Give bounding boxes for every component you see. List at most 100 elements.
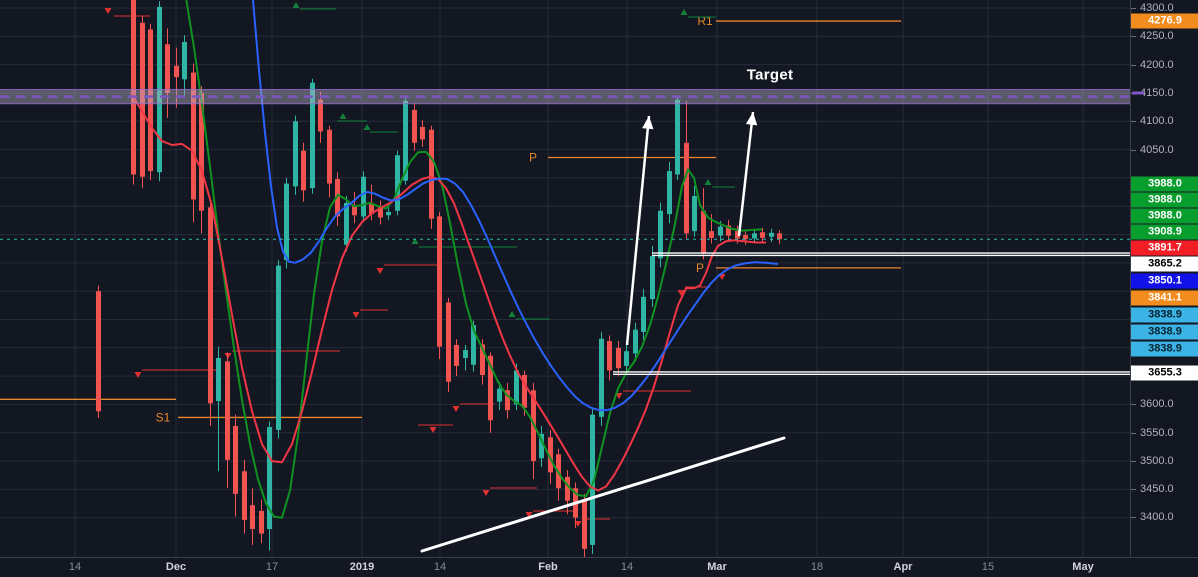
candle-down <box>165 28 170 118</box>
target-zone-axis-tick <box>1132 91 1144 95</box>
candle-down <box>335 172 340 227</box>
candle-down <box>352 192 357 224</box>
price-badge: 3988.0 <box>1131 208 1198 224</box>
candle-down <box>701 188 706 260</box>
pivot-label: R1 <box>697 14 713 28</box>
time-tick-label: 15 <box>981 561 995 573</box>
candle-up <box>624 343 629 374</box>
time-tick-label: 14 <box>433 561 447 573</box>
time-tick-label: Apr <box>893 561 913 573</box>
candle-up <box>590 407 595 554</box>
candle-up <box>658 202 663 268</box>
candle-up <box>463 344 468 371</box>
candle-up <box>310 78 315 194</box>
candle-down <box>726 219 731 241</box>
candle-down <box>437 211 442 360</box>
candle-down <box>684 100 689 240</box>
trend-line[interactable] <box>420 436 786 553</box>
candle-up <box>284 177 289 269</box>
price-badge: 3841.1 <box>1131 290 1198 306</box>
target-label[interactable]: Target <box>746 66 794 84</box>
candle-up <box>769 228 774 242</box>
candle-up <box>361 171 366 223</box>
up-arrow-head[interactable] <box>642 116 654 130</box>
time-tick-label: May <box>1072 561 1094 573</box>
price-badge: 4276.9 <box>1131 13 1198 29</box>
candlestick-chart[interactable]: R1 P P S1 <box>0 0 1130 557</box>
price-badge: 3908.9 <box>1131 224 1198 240</box>
price-badge: 3838.9 <box>1131 324 1198 340</box>
candle-down <box>242 459 247 534</box>
candle-up <box>386 205 391 220</box>
sell-marker-icon <box>525 512 533 518</box>
candle-up <box>692 185 697 237</box>
candle-up <box>667 162 672 224</box>
candle-down <box>760 227 765 244</box>
candle-down <box>777 229 782 245</box>
sell-marker-icon <box>352 312 360 318</box>
up-arrow[interactable] <box>737 111 755 237</box>
price-tick-label: 3450.0 <box>1131 483 1198 495</box>
price-badge: 3838.9 <box>1131 307 1198 323</box>
candle-down <box>301 142 306 202</box>
chart-pane[interactable]: R1 P P S1 Target <box>0 0 1130 557</box>
price-tick-label: 3400.0 <box>1131 511 1198 523</box>
buy-marker-icon <box>339 113 347 119</box>
sell-marker-icon <box>376 268 384 274</box>
candle-down <box>131 0 136 185</box>
sell-marker-icon <box>615 393 623 399</box>
price-tick-label: 4050.0 <box>1131 144 1198 156</box>
candle-down <box>140 15 145 189</box>
sell-marker-icon <box>104 8 112 14</box>
price-badge: 3988.0 <box>1131 192 1198 208</box>
candle-up <box>539 425 544 467</box>
time-tick-label: 2019 <box>349 561 375 573</box>
price-badge: 3988.0 <box>1131 176 1198 192</box>
buy-marker-icon <box>704 179 712 185</box>
candle-down <box>191 63 196 223</box>
price-tick-label: 4100.0 <box>1131 115 1198 127</box>
sell-marker-icon <box>429 427 437 433</box>
price-tick-label: 3600.0 <box>1131 398 1198 410</box>
candle-down <box>505 382 510 419</box>
candle-up <box>267 421 272 551</box>
price-badge: 3865.2 <box>1131 256 1198 272</box>
candle-down <box>208 199 213 426</box>
candle-down <box>378 200 383 225</box>
price-tick-label: 4300.0 <box>1131 2 1198 14</box>
candle-down <box>420 120 425 147</box>
candle-up <box>344 196 349 252</box>
candle-up <box>216 346 221 472</box>
ma-line-slow-blue <box>252 0 779 412</box>
candle-up <box>395 150 400 216</box>
candle-down <box>148 23 153 181</box>
buy-marker-icon <box>411 238 419 244</box>
pivot-label: P <box>529 151 537 165</box>
buy-marker-icon <box>680 9 688 15</box>
time-tick-label: Mar <box>707 561 727 573</box>
pivot-label: S1 <box>156 410 171 424</box>
up-arrow-head[interactable] <box>745 112 758 126</box>
ma-line-mid-red <box>130 92 766 492</box>
candle-up <box>497 381 502 411</box>
sell-marker-icon <box>134 372 142 378</box>
candle-down <box>233 414 238 517</box>
sell-marker-icon <box>452 406 460 412</box>
sell-marker-icon <box>482 490 490 496</box>
candle-up <box>276 260 281 439</box>
price-tick-label: 4200.0 <box>1131 59 1198 71</box>
candle-down <box>412 103 417 151</box>
candle-down <box>250 488 255 545</box>
candle-down <box>199 86 204 234</box>
up-arrow[interactable] <box>625 115 651 346</box>
price-tick-label: 4250.0 <box>1131 30 1198 42</box>
time-tick-label: 18 <box>810 561 824 573</box>
time-axis[interactable]: 14 Dec 17 2019 14 Feb 14 Mar 18 Apr 15 May <box>0 557 1198 577</box>
price-axis[interactable]: 4300.0 4250.0 4200.0 4150.0 4100.0 4050.0 3600… <box>1130 0 1198 557</box>
candle-down <box>225 352 230 489</box>
sell-marker-icon <box>574 521 582 527</box>
price-badge: 3655.3 <box>1131 365 1198 381</box>
candle-down <box>259 499 264 544</box>
pivot-label: P <box>696 261 704 275</box>
candle-up <box>633 322 638 362</box>
